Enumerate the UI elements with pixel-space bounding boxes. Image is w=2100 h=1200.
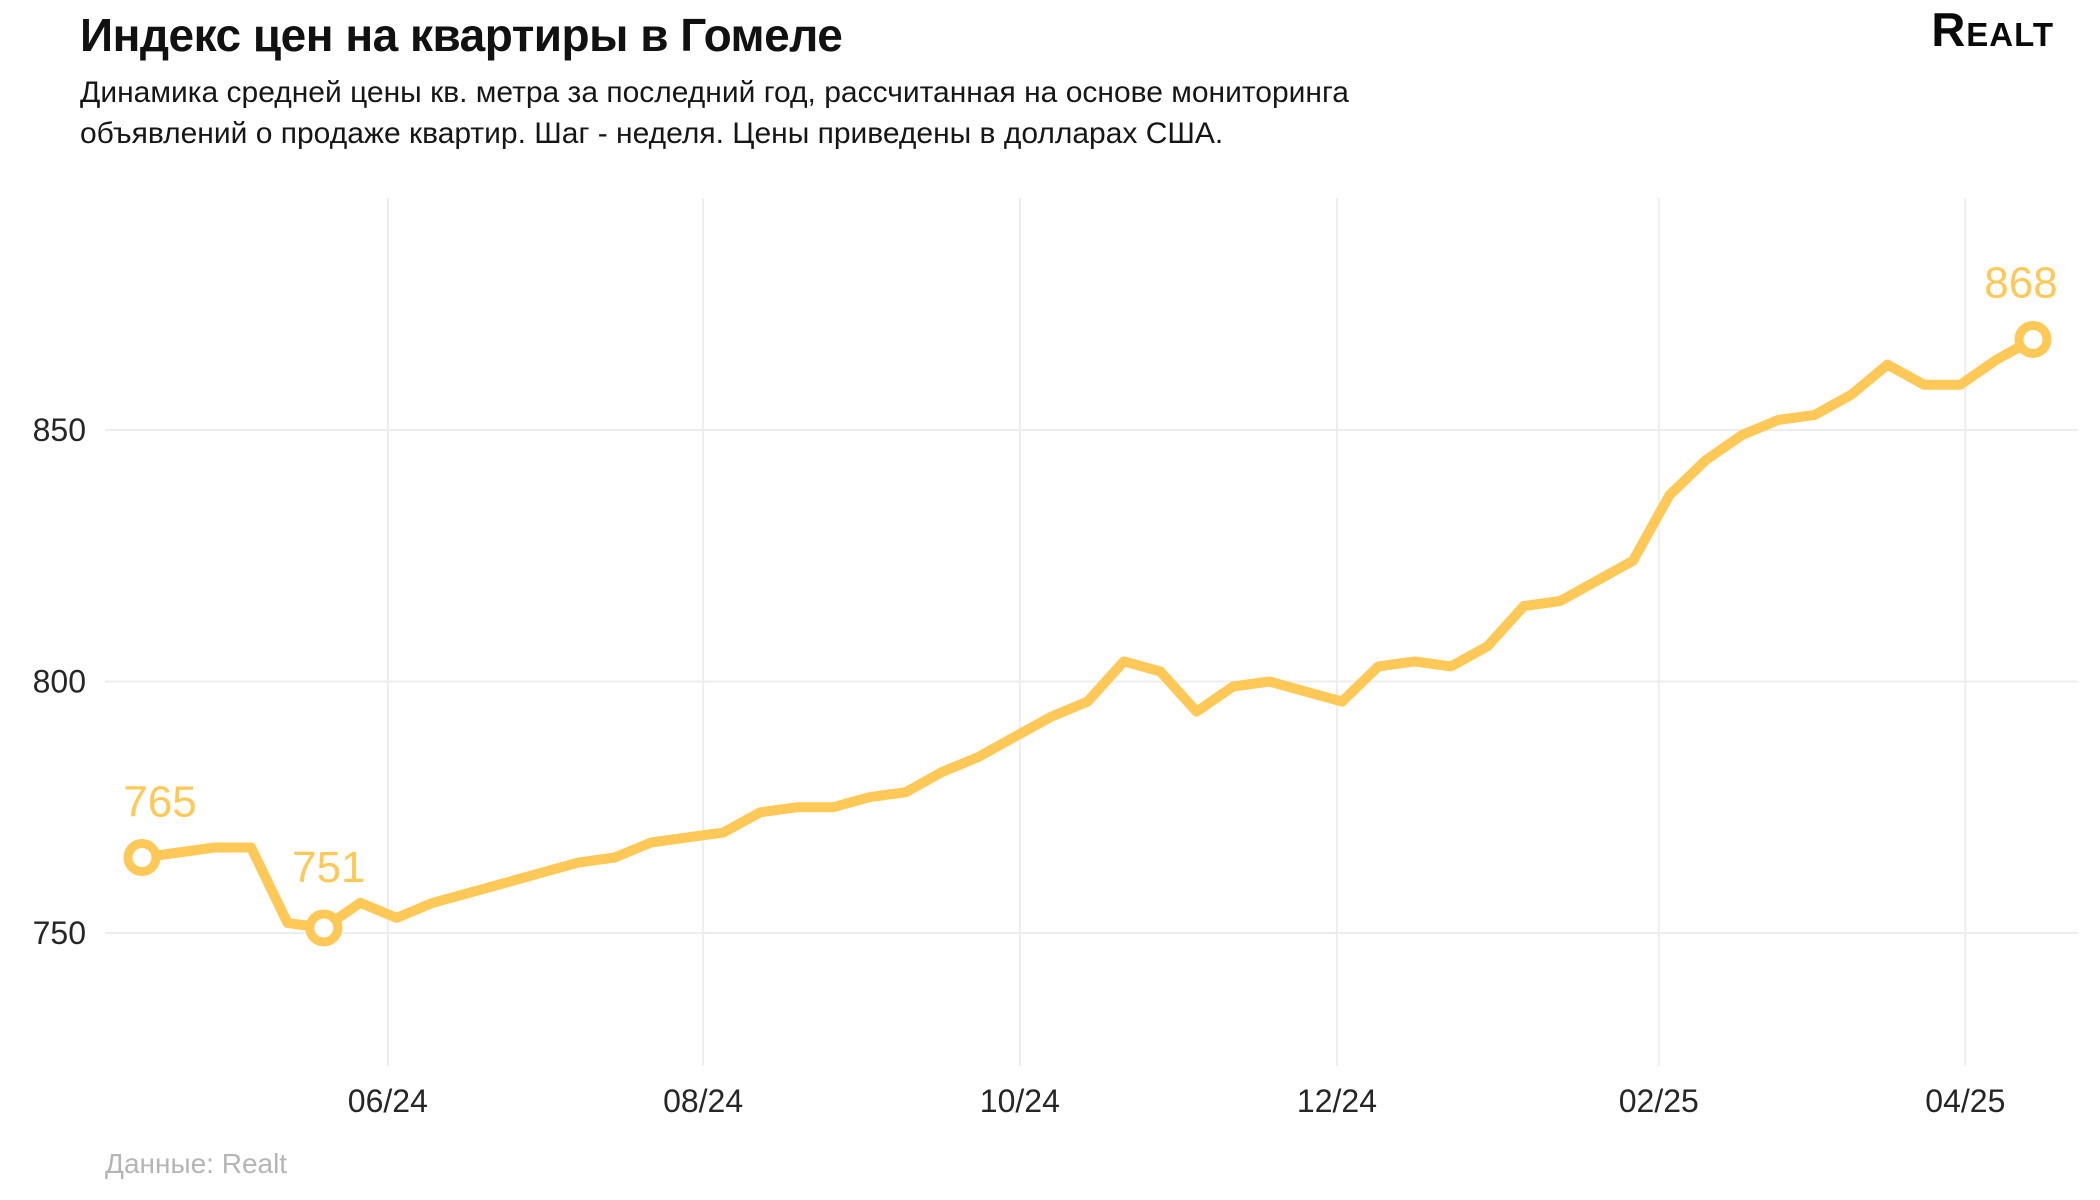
chart-subtitle-line-2: объявлений о продаже квартир. Шаг - неде… — [80, 117, 1224, 150]
x-axis-tick-label: 02/25 — [1619, 1083, 1699, 1119]
page-title: Индекс цен на квартиры в Гомеле — [80, 9, 843, 61]
chart-subtitle-line-1: Динамика средней цены кв. метра за после… — [80, 76, 1349, 109]
data-point-marker — [123, 839, 161, 877]
y-axis-tick-label: 850 — [33, 412, 86, 448]
price-line — [137, 334, 2038, 933]
data-source-label: Данные: Realt — [105, 1148, 288, 1179]
y-axis-tick-label: 800 — [33, 664, 86, 700]
realt-logo: Realt — [1931, 3, 2054, 56]
x-axis-tick-label: 04/25 — [1925, 1083, 2005, 1119]
y-axis-tick-label: 750 — [33, 915, 86, 951]
data-point-label: 868 — [1984, 258, 2057, 307]
x-axis-tick-label: 08/24 — [663, 1083, 743, 1119]
data-point-marker — [2014, 320, 2052, 358]
data-point-label: 765 — [123, 778, 196, 827]
data-point-label: 751 — [292, 843, 365, 892]
chart-subtitle: Динамика средней цены кв. метра за после… — [80, 72, 1349, 154]
x-axis-tick-label: 12/24 — [1297, 1083, 1377, 1119]
x-axis-tick-label: 10/24 — [980, 1083, 1060, 1119]
data-point-marker — [305, 909, 343, 947]
x-axis-tick-label: 06/24 — [348, 1083, 428, 1119]
